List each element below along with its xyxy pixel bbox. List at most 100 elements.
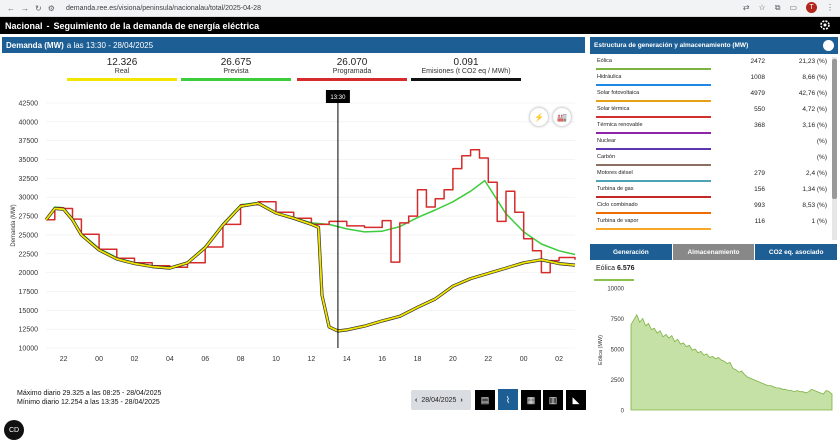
legend-label: Real <box>114 68 130 75</box>
generation-percent: 42,76 (%) <box>798 90 827 97</box>
calendar-button[interactable]: ▦ <box>521 390 541 410</box>
x-tick-label: 02 <box>131 356 139 363</box>
series-line-programada <box>46 148 576 274</box>
mini-y-tick-label: 10000 <box>607 287 624 293</box>
generation-color-bar <box>596 212 711 214</box>
y-tick-label: 22500 <box>19 251 39 258</box>
daily-stats: Máximo diario 29.325 a las 08:25 - 28/04… <box>17 389 161 407</box>
x-tick-label: 08 <box>237 356 245 363</box>
x-tick-label: 02 <box>555 356 563 363</box>
cursor-tooltip <box>325 90 350 103</box>
generation-source-name: Solar fotovoltaica <box>597 90 640 96</box>
generation-percent: (%) <box>816 154 827 161</box>
y-tick-label: 17500 <box>19 289 39 296</box>
generation-percent: 2,4 (%) <box>806 170 827 177</box>
legend-value: 26.675 <box>220 57 252 68</box>
address-bar[interactable]: demanda.ree.es/visiona/peninsula/naciona… <box>66 4 261 12</box>
generation-row[interactable]: Carbón (%) <box>593 152 827 168</box>
generation-source-name: Ciclo combinado <box>597 202 638 208</box>
generation-color-bar <box>596 116 711 118</box>
tab-generacion[interactable]: Generación <box>590 244 672 260</box>
generation-list: Eólica 2472 21,23 (%) Hidráulica 1008 8,66 (%… <box>593 56 827 232</box>
generation-source-name: Hidráulica <box>597 74 622 80</box>
translate-icon[interactable]: ⇄ <box>742 3 750 12</box>
y-tick-label: 35000 <box>19 157 39 164</box>
legend-swatch <box>181 78 291 81</box>
forward-icon[interactable]: → <box>21 3 29 13</box>
region-label[interactable]: Nacional <box>5 20 43 31</box>
tab-co2[interactable]: CO2 eq. asociado <box>755 244 838 260</box>
generation-mw: 550 <box>754 106 765 113</box>
legend-emisiones[interactable]: 0.091 Emisiones (t CO2 eq / MWh) <box>411 57 521 81</box>
x-tick-label: 00 <box>95 356 103 363</box>
legend-prevista[interactable]: 26.675 Prevista <box>181 57 291 81</box>
generation-tabs: Generación Almacenamiento CO2 eq. asocia… <box>590 244 838 260</box>
legend-real[interactable]: 12.326 Real <box>67 57 177 81</box>
bar-chart-button[interactable]: ▥ <box>543 390 563 410</box>
plant-icon[interactable]: ⚡ <box>530 108 548 126</box>
settings-gear-icon[interactable] <box>819 19 831 31</box>
generation-percent: (%) <box>816 138 827 145</box>
chart-view-button[interactable]: ⌇ <box>498 390 518 410</box>
site-info-icon[interactable]: ⚙ <box>47 3 55 13</box>
demand-label: Demanda (MW) <box>6 40 64 50</box>
date-value[interactable]: 28/04/2025 <box>421 396 457 404</box>
generation-percent: 8,53 (%) <box>802 202 827 209</box>
legend-swatch <box>297 78 407 81</box>
tab-almacenamiento[interactable]: Almacenamiento <box>672 244 755 260</box>
legend-swatch <box>411 78 521 81</box>
mini-y-axis-label: Eólica (MW) <box>598 335 604 365</box>
mini-chart-value: 6.576 <box>617 265 635 272</box>
back-icon[interactable]: ← <box>7 3 15 13</box>
generation-scrollbar[interactable] <box>832 57 837 240</box>
generation-row[interactable]: Hidráulica 1008 8,66 (%) <box>593 72 827 88</box>
generation-row[interactable]: Solar fotovoltaica 4979 42,76 (%) <box>593 88 827 104</box>
generation-mw: 368 <box>754 122 765 129</box>
scrollbar-thumb[interactable] <box>832 59 837 199</box>
generation-source-name: Solar térmica <box>597 106 630 112</box>
table-icon: ▤ <box>480 394 490 405</box>
generation-row[interactable]: Nuclear (%) <box>593 136 827 152</box>
mini-chart-header: Eólica 6.576 <box>596 265 635 272</box>
prev-date-icon[interactable]: ‹ <box>415 396 418 404</box>
generation-row[interactable]: Motores diésel 279 2,4 (%) <box>593 168 827 184</box>
generation-row[interactable]: Solar térmica 550 4,72 (%) <box>593 104 827 120</box>
generation-row[interactable]: Eólica 2472 21,23 (%) <box>593 56 827 72</box>
reload-icon[interactable]: ↻ <box>35 3 42 13</box>
generation-row[interactable]: Turbina de vapor 116 1 (%) <box>593 216 827 232</box>
generation-color-bar <box>596 132 711 134</box>
legend-swatch <box>67 78 177 81</box>
bookmark-star-icon[interactable]: ☆ <box>758 3 766 12</box>
generation-color-bar <box>596 196 711 198</box>
series-line-real <box>45 202 576 332</box>
y-tick-label: 10000 <box>19 346 39 353</box>
x-tick-label: 14 <box>343 356 351 363</box>
map-button[interactable]: ◣ <box>566 390 586 410</box>
generation-row[interactable]: Turbina de gas 156 1,34 (%) <box>593 184 827 200</box>
y-axis-label: Demanda (MW) <box>11 204 17 246</box>
clock-icon[interactable] <box>823 40 834 51</box>
generation-mw: 1008 <box>750 74 765 81</box>
generation-mw: 4979 <box>750 90 765 97</box>
generation-row[interactable]: Ciclo combinado 993 8,53 (%) <box>593 200 827 216</box>
profile-avatar[interactable]: T <box>806 2 817 13</box>
generation-percent: 3,16 (%) <box>802 122 827 129</box>
floating-action-button[interactable]: CD <box>4 420 24 440</box>
date-selector[interactable]: ‹ 28/04/2025 › <box>411 390 471 410</box>
legend-value: 0.091 <box>453 57 479 68</box>
sidepanel-icon[interactable]: ▭ <box>789 3 797 12</box>
extensions-icon[interactable]: ⧉ <box>774 2 781 12</box>
table-view-button[interactable]: ▤ <box>475 390 495 410</box>
generation-row[interactable]: Térmica renovable 368 3,16 (%) <box>593 120 827 136</box>
next-date-icon[interactable]: › <box>460 396 463 404</box>
demand-line-chart[interactable]: 42500 40000 37500 35000 32500 30000 27500 25000… <box>0 88 586 388</box>
browser-menu-icon[interactable]: ⋮ <box>826 3 834 12</box>
legend-label: Prevista <box>223 68 249 75</box>
factory-icon[interactable]: 🏭 <box>553 108 571 126</box>
demand-time: a las 13:30 - 28/04/2025 <box>66 40 154 50</box>
legend-programada[interactable]: 26.070 Programada <box>297 57 407 81</box>
mini-y-tick-label: 7500 <box>611 317 625 323</box>
x-tick-label: 04 <box>166 356 174 363</box>
wind-area-chart[interactable]: 10000 7500 5000 2500 0 Eólica (MW) <box>590 282 838 418</box>
y-tick-label: 30000 <box>19 195 39 202</box>
